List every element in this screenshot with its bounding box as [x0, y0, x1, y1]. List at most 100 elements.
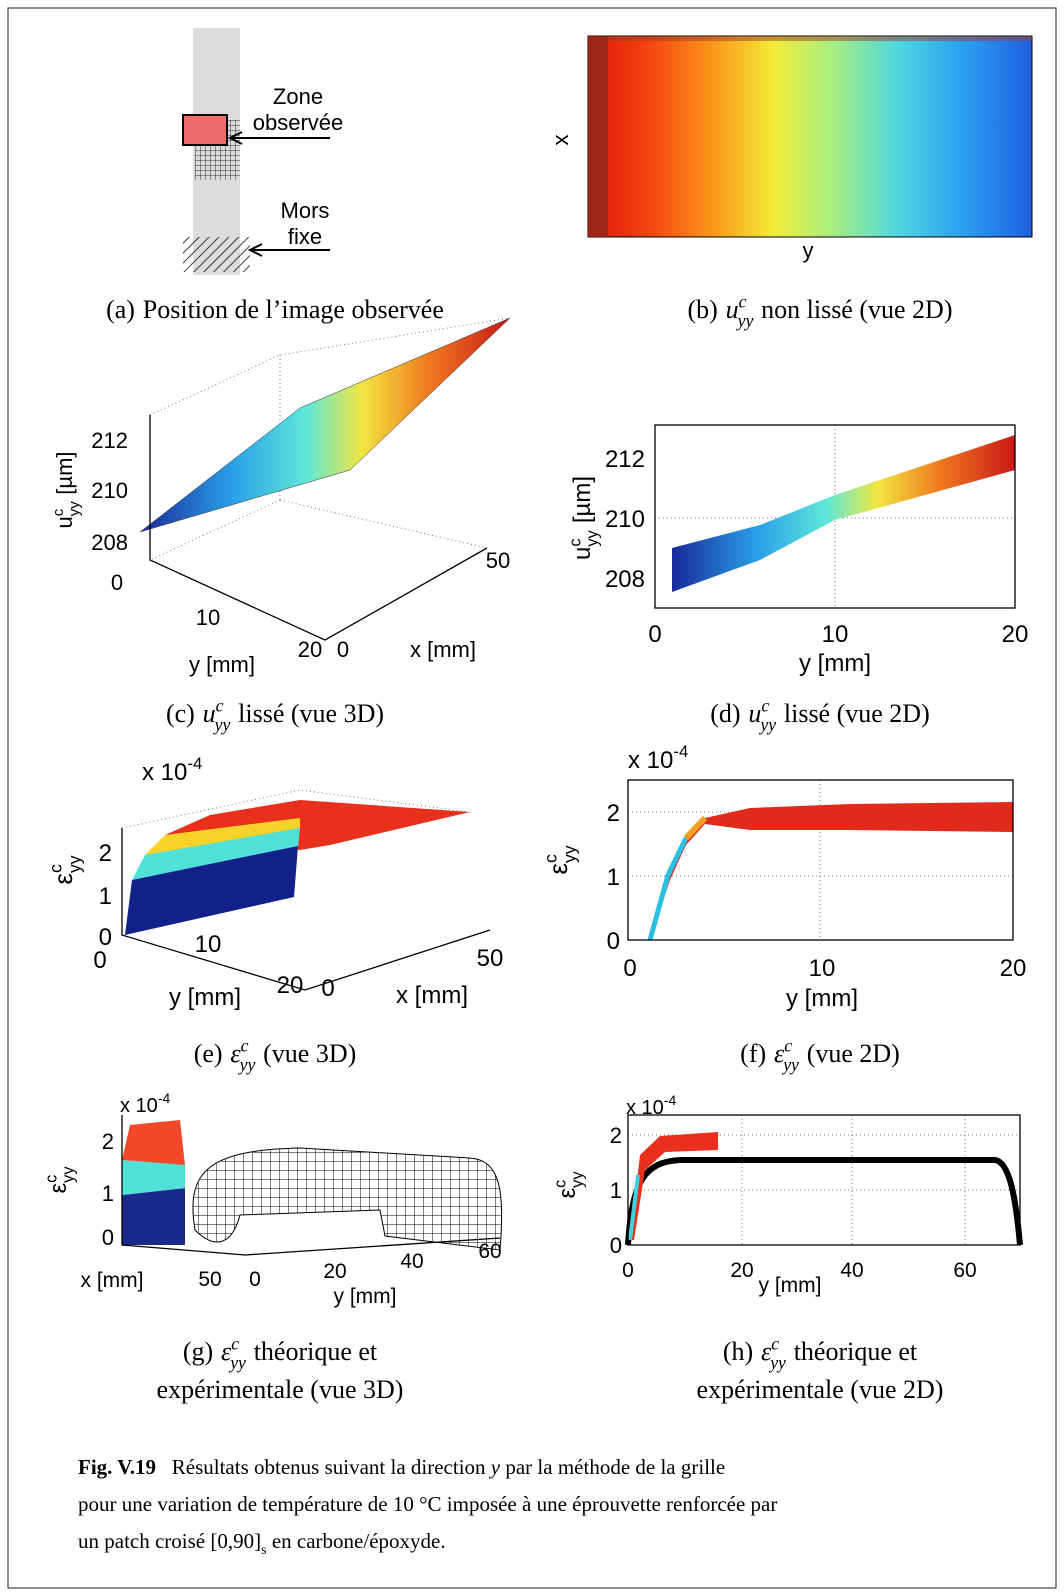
math-label: (g) εc yy théorique et — [183, 1334, 378, 1373]
label: 0 — [607, 928, 620, 955]
scale-base: x 10 — [142, 759, 187, 786]
plot-d — [654, 424, 1016, 609]
caption-text: par la méthode de la grille — [500, 1455, 725, 1479]
label: 50 — [486, 548, 510, 573]
scale-exponent: -4 — [158, 1090, 171, 1106]
label: 208 — [91, 530, 128, 555]
math-label: εcyy — [46, 855, 85, 884]
label: 0 — [337, 637, 349, 662]
caption-line: Fig. V.19 Résultats obtenus suivant la d… — [78, 1455, 725, 1479]
label: x [mm] — [396, 982, 468, 1009]
caption-text: s — [261, 1543, 266, 1558]
scale-base: x 10 — [626, 1097, 664, 1119]
arrow — [247, 243, 330, 257]
curve — [628, 1174, 640, 1241]
subscript: yy — [213, 714, 231, 734]
caption-text: Fig. V.19 — [78, 1455, 156, 1479]
observed-zone — [182, 114, 228, 146]
plot-e — [121, 789, 491, 991]
theory-surface — [192, 1147, 503, 1251]
superscript: c — [231, 1334, 239, 1354]
math-label: ucyy [µm] — [566, 476, 601, 560]
label: 20 — [1002, 621, 1029, 648]
label: y [mm] — [786, 985, 858, 1012]
symbol: ε — [761, 1337, 772, 1366]
surface — [145, 818, 300, 855]
curve — [647, 836, 689, 941]
scale-exponent: -4 — [187, 754, 202, 773]
math-label: (a) Position de l’image observée — [106, 295, 444, 324]
scale-factor: x 10-4 — [626, 1092, 676, 1119]
label: 50 — [477, 945, 504, 972]
text: Position de l’image observée — [143, 295, 444, 324]
label: 20 — [298, 637, 322, 662]
math-label: εcyy — [551, 1171, 586, 1199]
label: y [mm] — [169, 984, 241, 1011]
math-label: εcyy — [42, 1166, 77, 1194]
diagram-a — [182, 28, 330, 275]
symbol: ε — [48, 873, 78, 885]
panel-label: (g) — [183, 1337, 213, 1366]
scale-factor: x 10-4 — [628, 742, 688, 774]
label: 20 — [1000, 955, 1027, 982]
panel-label: (f) — [740, 1039, 766, 1068]
label: x [mm] — [410, 637, 476, 662]
plot-f — [627, 779, 1014, 941]
math-label: (h) εc yy théorique et — [723, 1334, 918, 1373]
caption-text: [0,90] — [210, 1529, 261, 1553]
band — [672, 435, 1015, 592]
caption-line: expérimentale (vue 3D) — [157, 1375, 404, 1404]
math-label: ucyy [µm] — [50, 451, 83, 528]
text: (vue 3D) — [263, 1039, 356, 1068]
text: [µm] — [52, 451, 77, 494]
symbol: u — [748, 699, 761, 728]
theory-curve — [625, 1157, 1023, 1246]
subscript: yy — [768, 1352, 786, 1372]
math-label: (c) uc yy lissé (vue 3D) — [166, 696, 384, 735]
map-b — [587, 35, 1033, 238]
plot-h — [625, 1114, 1023, 1246]
subscript: yy — [569, 1171, 587, 1188]
label: 40 — [840, 1259, 863, 1282]
label: 60 — [478, 1240, 501, 1263]
symbol: ε — [554, 1188, 581, 1199]
label: 20 — [277, 972, 304, 999]
plot-g — [121, 1115, 503, 1256]
math-label: (d) uc yy lissé (vue 2D) — [710, 696, 929, 735]
label: 2 — [607, 800, 620, 827]
panel-label: (h) — [723, 1337, 753, 1366]
figure-frame — [7, 7, 1057, 1589]
noise-strip — [588, 36, 608, 237]
label: 212 — [91, 428, 128, 453]
label: 0 — [623, 955, 636, 982]
label: 10 — [195, 931, 222, 958]
label: 10 — [196, 605, 220, 630]
superscript: c — [50, 508, 67, 516]
subscript: yy — [228, 1352, 246, 1372]
math-label: (b) uc yy non lissé (vue 2D) — [688, 292, 953, 331]
subscript: yy — [64, 855, 84, 873]
fixed-jaw — [183, 237, 250, 272]
label: 210 — [91, 478, 128, 503]
subscript: yy — [66, 501, 83, 516]
superscript: c — [241, 1036, 249, 1056]
surface — [122, 1120, 185, 1165]
noise-strip — [608, 36, 1032, 41]
label: 0 — [648, 621, 661, 648]
superscript: c — [541, 854, 561, 863]
superscript: c — [739, 292, 747, 312]
label: y [mm] — [189, 652, 255, 677]
text: lissé (vue 2D) — [784, 699, 930, 728]
label: fixe — [288, 224, 322, 249]
caption-text: y — [489, 1455, 501, 1479]
label: 20 — [730, 1259, 753, 1282]
caption-text: un patch croisé — [78, 1529, 210, 1553]
scale-base: x 10 — [628, 747, 673, 774]
math-label: (e) εc yy (vue 3D) — [194, 1036, 357, 1075]
label: 40 — [400, 1250, 423, 1273]
symbol: ε — [774, 1039, 785, 1068]
label: 10 — [809, 955, 836, 982]
subscript: yy — [736, 310, 754, 330]
superscript: c — [46, 864, 66, 873]
